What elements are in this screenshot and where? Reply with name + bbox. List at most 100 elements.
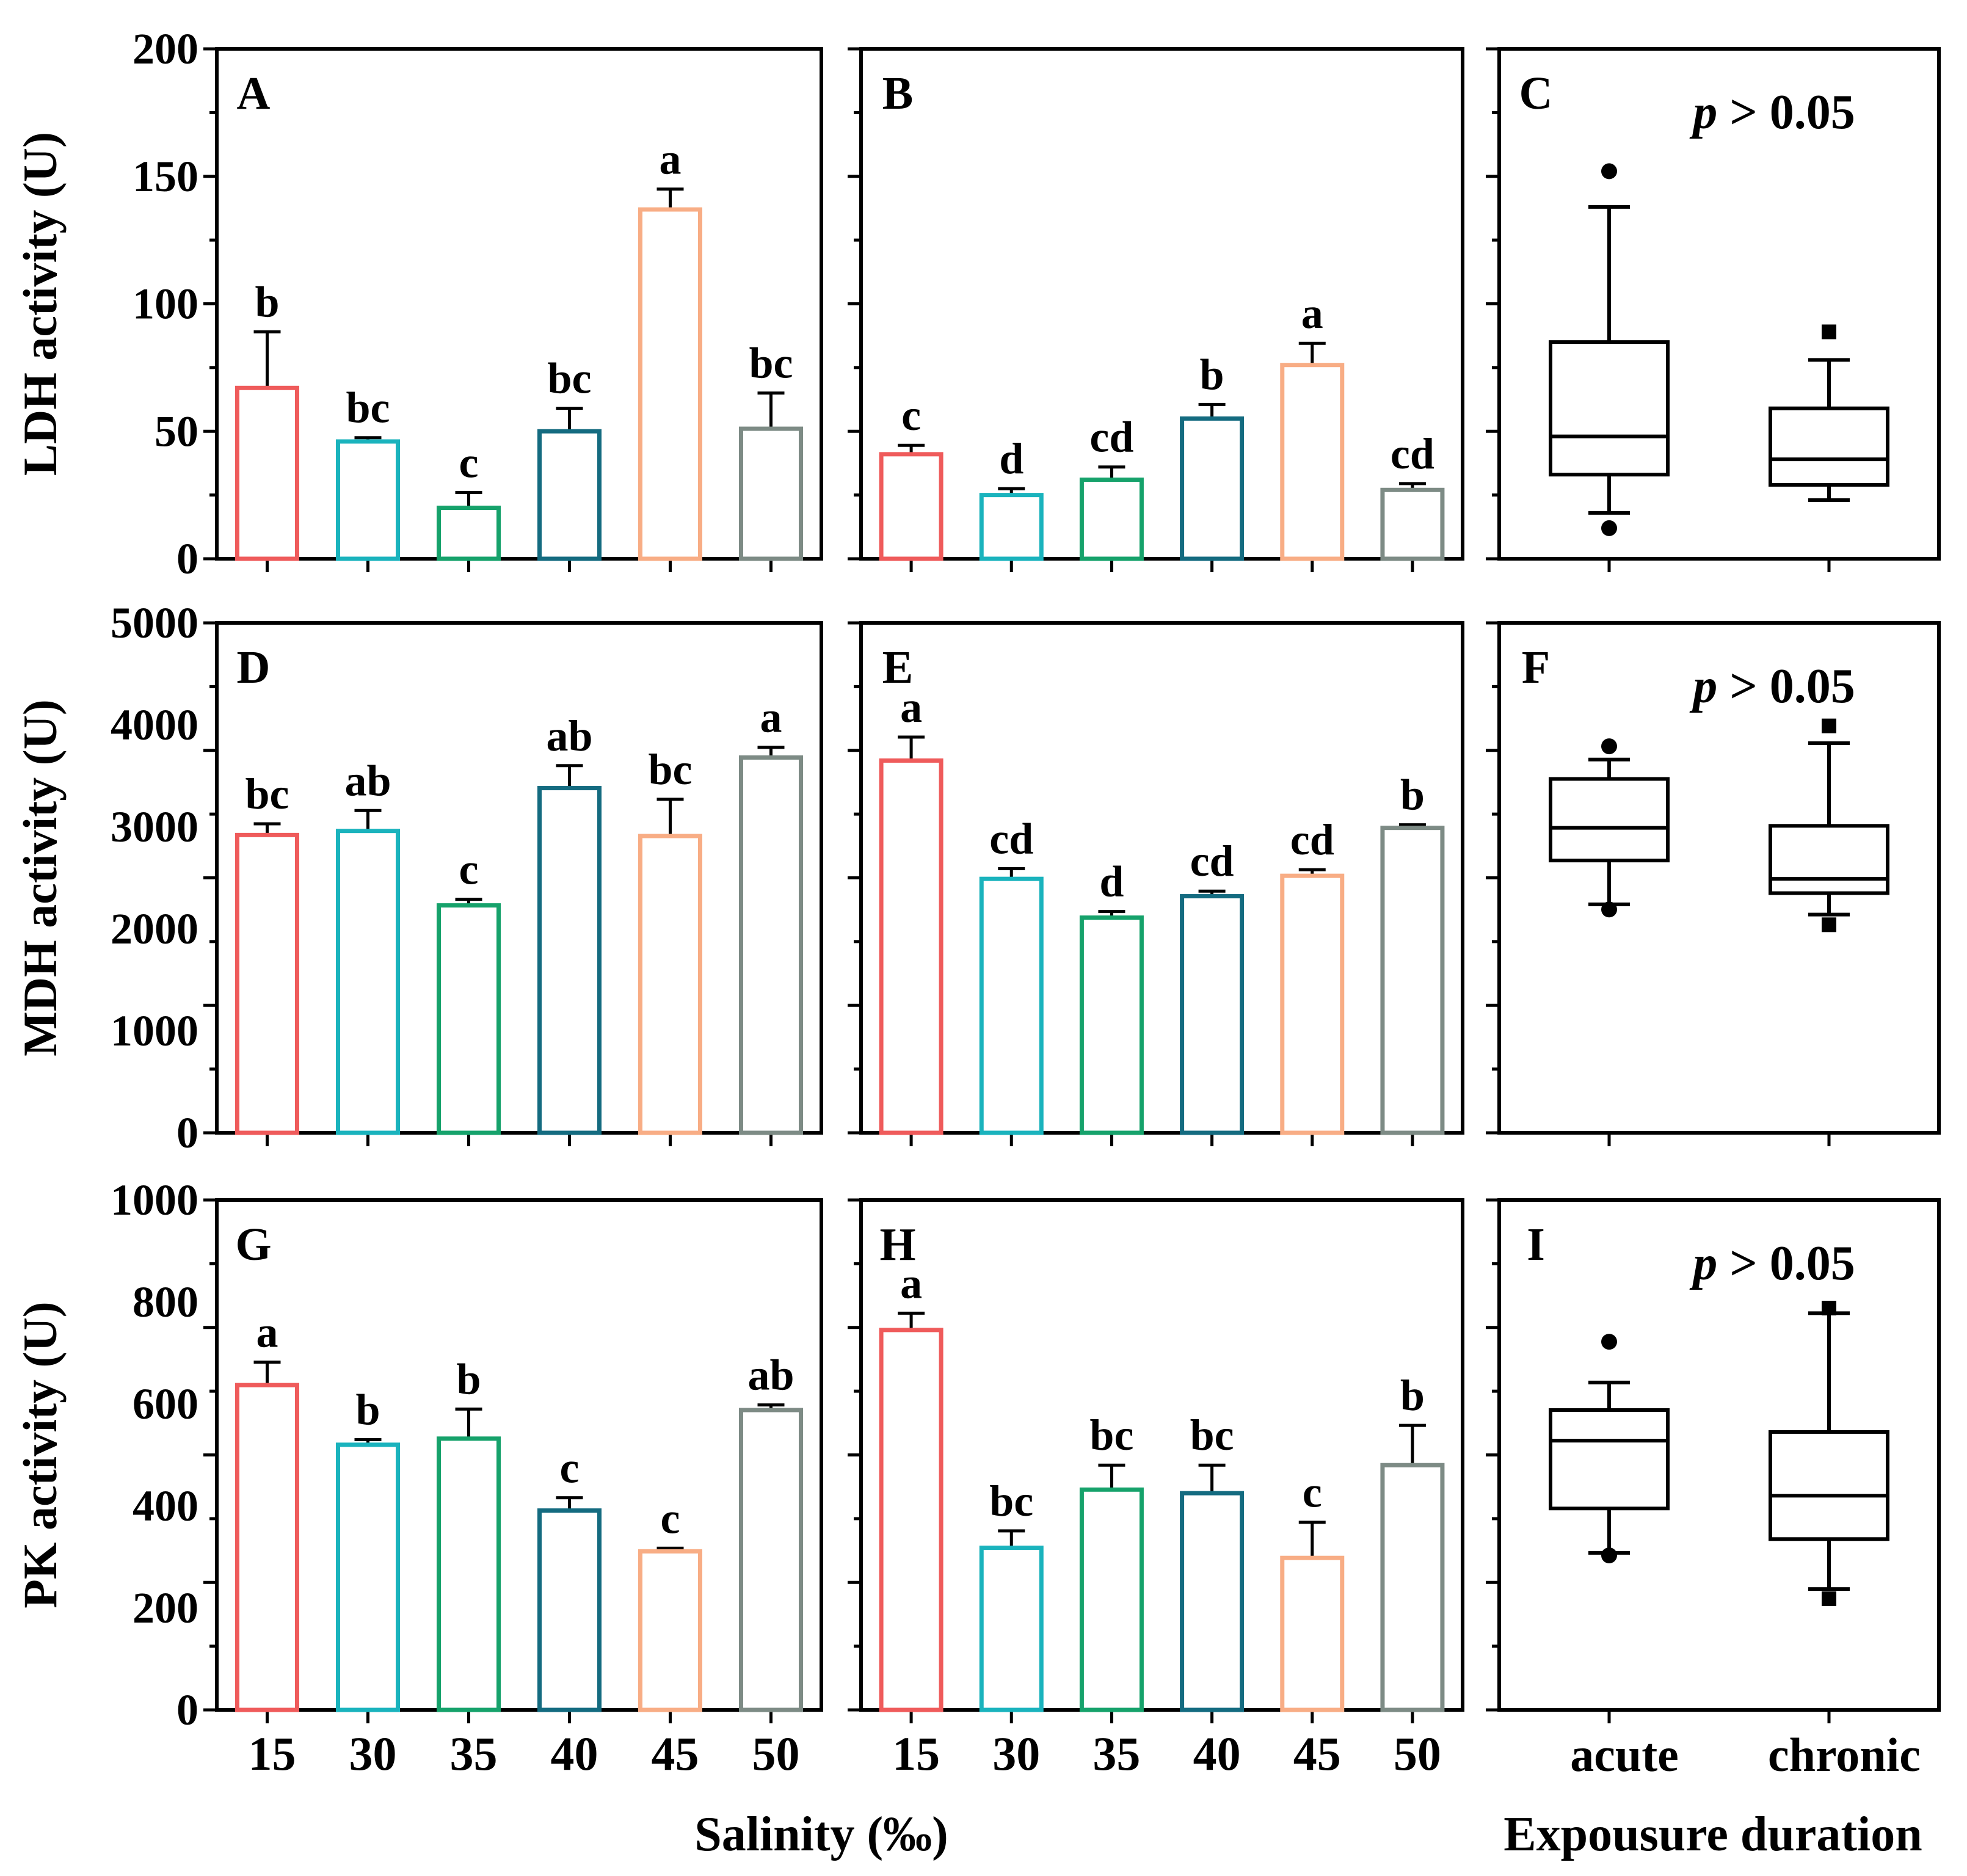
p-value-text: > 0.05 (1717, 660, 1855, 713)
panel-frame (859, 47, 1464, 561)
x-tick-label: 45 (1293, 1727, 1341, 1780)
outlier-point (1822, 718, 1836, 733)
panel-label: C (1519, 68, 1553, 119)
significance-letter: cd (1290, 815, 1334, 864)
significance-letter: cd (1190, 837, 1234, 885)
x-tick-label: 45 (652, 1727, 699, 1780)
x-tick-label: 35 (1093, 1727, 1140, 1780)
outlier-point (1601, 1334, 1617, 1350)
bar (739, 426, 803, 561)
significance-letter: bc (989, 1477, 1033, 1525)
p-value-text: > 0.05 (1717, 1237, 1855, 1290)
outlier-point (1601, 520, 1617, 536)
significance-letter: bc (649, 745, 693, 794)
bar (537, 786, 602, 1135)
x-tick-label: 40 (551, 1727, 598, 1780)
x-tick-label: acute (1570, 1728, 1679, 1781)
significance-letter: bc (1089, 1411, 1133, 1460)
x-axis-title-salinity: Salinity (‰) (694, 1808, 948, 1861)
outlier-point (1822, 1301, 1836, 1316)
significance-letter: c (459, 845, 479, 894)
significance-letter: a (256, 1308, 278, 1357)
bar (979, 493, 1044, 561)
x-tick-label: 15 (249, 1727, 296, 1780)
box (1769, 1430, 1889, 1541)
x-tick-label: 35 (450, 1727, 498, 1780)
y-axis-label: PK activity (U) (13, 1301, 67, 1609)
significance-letter: b (1400, 771, 1425, 820)
y-tick-label: 150 (133, 152, 198, 201)
box (1549, 777, 1670, 863)
y-tick-label: 2000 (111, 904, 198, 953)
p-symbol: p (1689, 1237, 1717, 1290)
significance-letter: a (1301, 289, 1323, 338)
significance-letter: c (661, 1494, 680, 1543)
bar (879, 1328, 944, 1712)
bar (1280, 1555, 1345, 1712)
box (1549, 340, 1670, 477)
panel-h: Ha bc bc bc c b 15 30 35 40 45 50 (848, 1198, 1464, 1780)
bar (739, 755, 803, 1135)
bar (336, 829, 400, 1135)
x-tick-label: 50 (1394, 1727, 1441, 1780)
outlier-point (1601, 738, 1617, 755)
y-axis-label: LDH activity (U) (13, 132, 67, 476)
box (1769, 824, 1889, 895)
panel-label: H (879, 1219, 915, 1270)
p-value-annotation: p > 0.05 (1689, 660, 1855, 713)
bar (1180, 416, 1245, 561)
y-tick-label: 600 (133, 1380, 198, 1428)
significance-letter: c (901, 391, 921, 440)
panel-label: E (882, 642, 914, 693)
panel-frame (215, 621, 823, 1135)
panel-d: 0 1000 2000 3000 4000 5000 MDH activity (U) Dbc… (13, 598, 823, 1157)
significance-letter: ab (344, 756, 391, 805)
bar (1280, 363, 1345, 561)
bar (437, 506, 501, 561)
significance-letter: a (760, 693, 782, 742)
y-tick-label: 1000 (111, 1176, 198, 1224)
p-value-annotation: p > 0.05 (1689, 85, 1855, 139)
y-tick-label: 200 (133, 24, 198, 73)
significance-letter: b (255, 277, 279, 326)
significance-letter: d (999, 434, 1023, 483)
panel-label: G (235, 1219, 271, 1270)
bar (1079, 1487, 1144, 1712)
p-symbol: p (1689, 660, 1717, 713)
significance-letter: a (900, 683, 922, 732)
x-tick-label: 30 (349, 1727, 397, 1780)
significance-letter: c (560, 1444, 580, 1492)
significance-letter: bc (346, 384, 390, 432)
y-tick-label: 5000 (111, 598, 198, 647)
panel-label: I (1527, 1219, 1545, 1270)
significance-letter: b (355, 1385, 380, 1434)
significance-letter: b (1400, 1371, 1425, 1420)
bar (1380, 487, 1445, 561)
panel-frame (859, 1198, 1464, 1712)
y-tick-label: 0 (176, 1685, 198, 1734)
panel-label: B (882, 68, 914, 119)
bar (235, 1383, 299, 1712)
bar (1079, 478, 1144, 561)
bar (979, 1545, 1044, 1712)
outlier-point (1822, 917, 1836, 933)
significance-letter: a (660, 135, 682, 184)
y-tick-label: 4000 (111, 700, 198, 749)
y-tick-label: 50 (155, 407, 198, 456)
y-tick-label: 3000 (111, 802, 198, 851)
significance-letter: cd (989, 814, 1033, 863)
bar (739, 1408, 803, 1712)
bar (437, 903, 501, 1135)
bar (235, 385, 299, 561)
y-axis-label: MDH activity (U) (13, 699, 67, 1056)
p-value-annotation: p > 0.05 (1689, 1237, 1855, 1290)
panel-frame (859, 621, 1464, 1135)
bar (537, 1508, 602, 1712)
bar (437, 1436, 501, 1712)
bar (1380, 826, 1445, 1135)
